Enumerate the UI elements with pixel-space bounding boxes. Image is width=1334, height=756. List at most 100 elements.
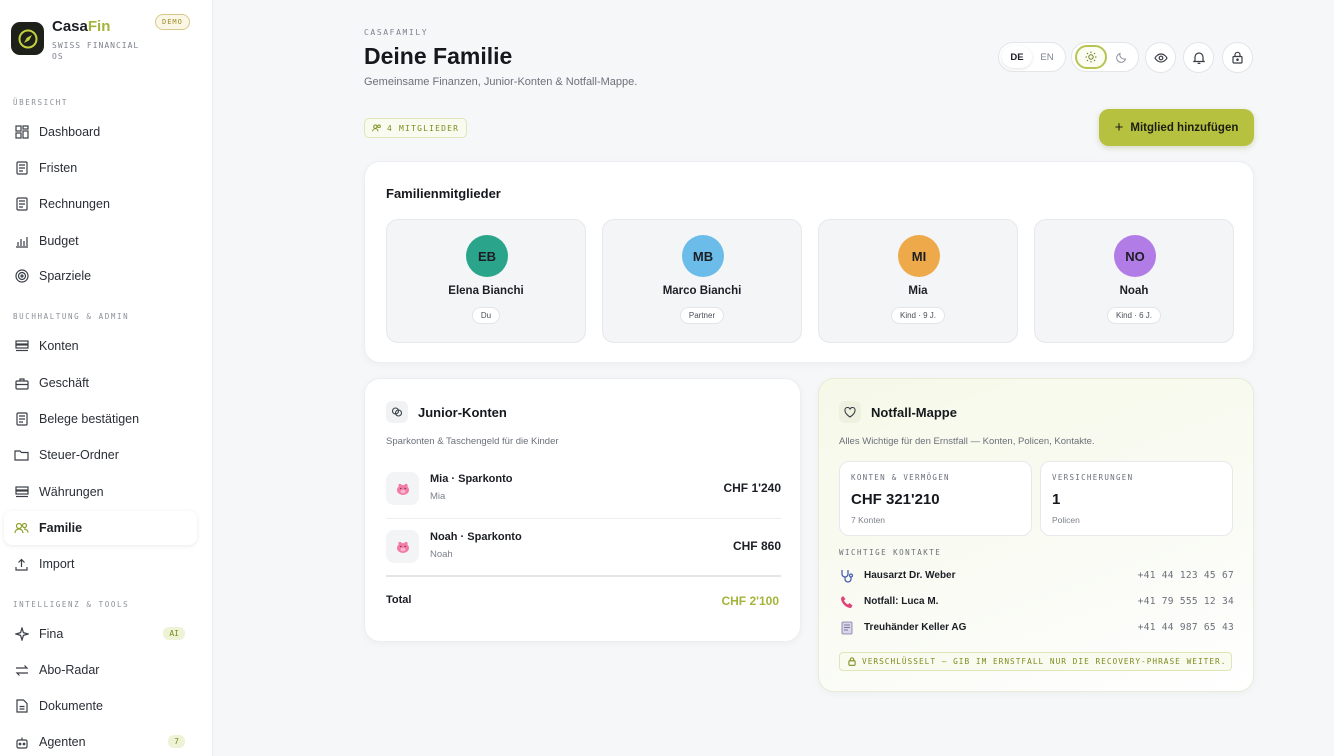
sidebar-item-label: Import [39, 557, 75, 571]
sidebar-item-import[interactable]: Import [4, 547, 197, 581]
member-role-badge: Partner [679, 307, 725, 324]
brand-name: CasaFin [52, 18, 111, 35]
junior-accounts-subtitle: Sparkonten & Taschengeld für die Kinder [386, 436, 559, 447]
member-name: Mia [908, 285, 928, 297]
sidebar-item-dokumente[interactable]: Dokumente [4, 689, 197, 723]
total-label: Total [386, 594, 412, 606]
sidebar-item-label: Abo-Radar [39, 663, 100, 677]
list-item[interactable]: Noah · Sparkonto Noah CHF 860 [386, 519, 781, 577]
sidebar-item-familie[interactable]: Familie [4, 511, 197, 545]
lang-en-button[interactable]: EN [1040, 51, 1054, 63]
sparkle-icon [14, 627, 29, 642]
page-title: Deine Familie [364, 43, 513, 69]
lock-icon [848, 657, 856, 666]
family-members-card: Familienmitglieder EB Elena Bianchi Du M… [364, 161, 1254, 363]
users-icon [372, 124, 381, 132]
sidebar-item-steuer-ordner[interactable]: Steuer-Ordner [4, 438, 197, 472]
account-name: Noah · Sparkonto [430, 531, 522, 543]
contact-phone: +41 44 987 65 43 [1137, 622, 1234, 633]
sidebar-item-label: Belege bestätigen [39, 412, 140, 426]
repeat-icon [14, 663, 29, 678]
sidebar-item-label: Geschäft [39, 376, 90, 390]
sidebar-item-fina[interactable]: Fina AI [4, 617, 197, 651]
sidebar-item-label: Agenten [39, 735, 86, 749]
add-member-label: Mitglied hinzufügen [1130, 121, 1239, 134]
dark-theme-button[interactable] [1107, 45, 1135, 69]
member-card[interactable]: MB Marco Bianchi Partner [602, 219, 802, 343]
list-item[interactable]: Mia · Sparkonto Mia CHF 1'240 [386, 461, 781, 519]
sidebar-item-label: Währungen [39, 485, 104, 499]
lock-button[interactable] [1222, 42, 1253, 73]
currency-icon [14, 485, 29, 500]
members-count-chip: 4 MITGLIEDER [364, 118, 468, 138]
avatar: MI [898, 235, 940, 277]
sidebar-item-label: Steuer-Ordner [39, 448, 119, 462]
stat-value: 1 [1052, 491, 1061, 508]
heart-icon [839, 401, 861, 423]
light-theme-button[interactable] [1075, 45, 1107, 69]
stat-sub: Policen [1052, 515, 1080, 525]
sidebar-item-dashboard[interactable]: Dashboard [4, 115, 197, 149]
sidebar-item-agenten[interactable]: Agenten 7 [4, 725, 197, 756]
stat-label: VERSICHERUNGEN [1052, 473, 1134, 482]
sidebar-item-label: Fristen [39, 161, 78, 175]
account-owner: Noah [430, 549, 453, 560]
contact-phone: +41 44 123 45 67 [1137, 570, 1234, 581]
receipt-icon [14, 197, 29, 212]
stat-label: KONTEN & VERMÖGEN [851, 473, 950, 482]
sidebar-item-sparziele[interactable]: Sparziele [4, 259, 197, 293]
brand[interactable]: CasaFin SWISS FINANCIAL OS DEMO [11, 14, 201, 68]
stat-card-assets[interactable]: KONTEN & VERMÖGEN CHF 321'210 7 Konten [839, 461, 1032, 536]
member-card[interactable]: MI Mia Kind · 9 J. [818, 219, 1018, 343]
contact-row[interactable]: Notfall: Luca M. +41 79 555 12 34 [839, 592, 1234, 612]
sidebar-item-waehrungen[interactable]: Währungen [4, 475, 197, 509]
sidebar-item-rechnungen[interactable]: Rechnungen [4, 187, 197, 221]
document-icon [14, 161, 29, 176]
page-subtitle: Gemeinsame Finanzen, Junior-Konten & Not… [364, 76, 638, 88]
accounts-icon [14, 339, 29, 354]
lock-icon [1232, 51, 1243, 64]
lang-de-button[interactable]: DE [1002, 46, 1032, 68]
ai-badge: AI [163, 627, 185, 640]
robot-icon [14, 735, 29, 750]
emergency-folder-title: Notfall-Mappe [871, 405, 957, 420]
emergency-folder-subtitle: Alles Wichtige für den Ernstfall — Konte… [839, 436, 1095, 447]
add-member-button[interactable]: + Mitglied hinzufügen [1099, 109, 1254, 146]
receipt-check-icon [14, 412, 29, 427]
avatar: EB [466, 235, 508, 277]
contact-row[interactable]: Treuhänder Keller AG +41 44 987 65 43 [839, 618, 1234, 638]
member-role-badge: Kind · 6 J. [1106, 307, 1162, 324]
stat-card-insurance[interactable]: VERSICHERUNGEN 1 Policen [1040, 461, 1233, 536]
section-label-overview: ÜBERSICHT [13, 98, 69, 107]
sidebar-item-label: Dashboard [39, 125, 101, 139]
language-switch: DE EN [998, 42, 1066, 72]
contact-row[interactable]: Hausarzt Dr. Weber +41 44 123 45 67 [839, 566, 1234, 586]
avatar: MB [682, 235, 724, 277]
account-balance: CHF 1'240 [723, 481, 781, 495]
sidebar-item-label: Budget [39, 234, 79, 248]
sidebar-item-geschaeft[interactable]: Geschäft [4, 366, 197, 400]
members-count-label: 4 MITGLIEDER [387, 123, 460, 133]
theme-switch [1071, 42, 1139, 72]
contact-name: Treuhänder Keller AG [864, 622, 967, 633]
sun-icon [1085, 51, 1097, 63]
junior-accounts-title: Junior-Konten [418, 405, 507, 420]
briefcase-icon [14, 376, 29, 391]
demo-badge: DEMO [155, 14, 190, 30]
stethoscope-icon [839, 568, 855, 584]
member-role-badge: Kind · 9 J. [890, 307, 946, 324]
piggy-bank-icon [386, 472, 419, 505]
sidebar-item-fristen[interactable]: Fristen [4, 151, 197, 185]
sidebar-item-belege[interactable]: Belege bestätigen [4, 402, 197, 436]
contact-name: Notfall: Luca M. [864, 596, 939, 607]
encryption-note-text: VERSCHLÜSSELT — GIB IM ERNSTFALL NUR DIE… [862, 657, 1227, 666]
member-card[interactable]: NO Noah Kind · 6 J. [1034, 219, 1234, 343]
piggy-bank-icon [386, 530, 419, 563]
member-card[interactable]: EB Elena Bianchi Du [386, 219, 586, 343]
visibility-toggle-button[interactable] [1145, 42, 1176, 73]
notifications-button[interactable] [1183, 42, 1214, 73]
sidebar-item-abo-radar[interactable]: Abo-Radar [4, 653, 197, 687]
page-eyebrow: CASAFAMILY [364, 28, 429, 37]
sidebar-item-konten[interactable]: Konten [4, 329, 197, 363]
sidebar-item-budget[interactable]: Budget [4, 224, 197, 258]
